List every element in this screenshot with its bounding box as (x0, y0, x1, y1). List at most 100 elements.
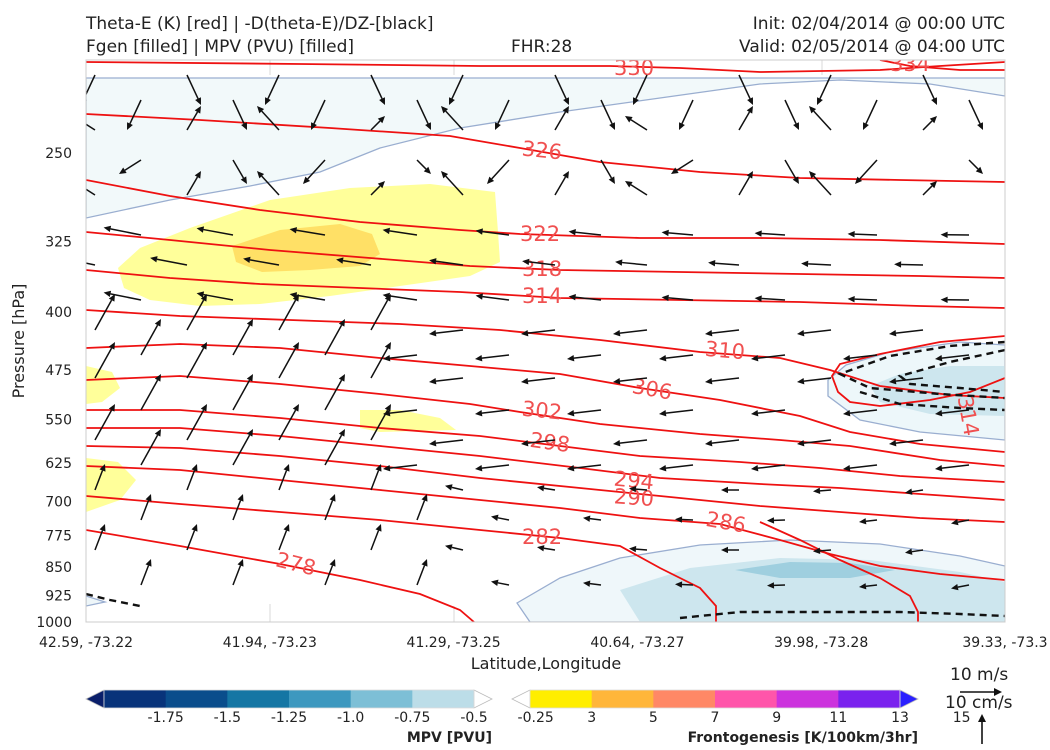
wind-vector-head (675, 516, 683, 523)
contour-label: 326 (521, 136, 563, 164)
fgen-colorbar: 3 5 7 9 11 13 15 (511, 689, 971, 726)
wind-vector-head (241, 122, 247, 130)
contour-label: 282 (522, 525, 562, 549)
wind-vector-head (119, 167, 127, 174)
wind-vectors (73, 74, 983, 591)
y-axis-ticks: 250 325 400 475 550 625 700 775 850 925 1000 (36, 146, 72, 631)
wind-vector-head (889, 330, 897, 337)
wind-vector (922, 74, 935, 99)
x-tick-label: 42.59, -73.22 (39, 635, 133, 651)
x-tick-label: 41.94, -73.23 (223, 635, 317, 651)
wind-vector-head (336, 257, 344, 264)
wind-vector-head (289, 292, 298, 299)
vector-key-vertical-label: 10 cm/s (945, 693, 1013, 713)
wind-vector-head (99, 464, 106, 472)
wind-vector-head (145, 559, 152, 567)
y-tick-label: 400 (45, 305, 72, 321)
wind-vector (416, 159, 427, 170)
wind-vector (665, 409, 694, 414)
wind-vector (186, 111, 199, 131)
wind-vector (715, 262, 740, 266)
wind-vector (711, 377, 740, 382)
wind-vector-head (311, 122, 317, 130)
wind-vector-head (859, 583, 867, 590)
wind-vector-head (751, 355, 759, 362)
wind-vector-head (103, 290, 112, 297)
wind-vector (481, 464, 510, 469)
wind-vector-head (200, 404, 207, 412)
vector-key: 10 m/s 10 cm/s (945, 665, 1013, 744)
wind-vector (267, 74, 280, 99)
wind-vector-head (103, 225, 112, 232)
contour-label: 310 (704, 337, 746, 364)
grid-lines (269, 60, 823, 622)
y-tick-label: 850 (45, 560, 72, 576)
wind-vector-head (475, 410, 483, 417)
wind-vector (941, 409, 970, 414)
wind-vector (435, 439, 464, 444)
wind-vector (554, 111, 567, 131)
wind-vector-head (491, 579, 499, 586)
wind-vector (249, 259, 280, 266)
wind-vector (968, 159, 979, 170)
y-tick-label: 700 (45, 494, 72, 510)
wind-vector-head (429, 440, 437, 447)
wind-vector (635, 488, 648, 491)
wind-vector-head (659, 355, 667, 362)
wind-vector-head (375, 464, 382, 472)
wind-vector-head (73, 181, 81, 187)
wind-vector-head (929, 181, 937, 189)
wind-vector (389, 295, 418, 301)
colorbar-segment (289, 690, 352, 708)
wind-vector-head (567, 465, 575, 472)
colorbar-outline (529, 689, 901, 709)
wind-vector-head (661, 229, 669, 237)
wind-vector (854, 298, 878, 301)
dashed-contour-bottom (679, 610, 1005, 620)
wind-vector (784, 159, 797, 179)
wind-vector (445, 110, 464, 131)
contour-310 (86, 309, 1005, 399)
wind-vector-head (196, 226, 205, 233)
wind-vector (370, 74, 383, 99)
wind-vector (621, 261, 648, 266)
wind-vector-head (629, 485, 637, 493)
wind-vector (86, 188, 96, 196)
wind-vector (849, 409, 878, 414)
wind-vector (635, 548, 648, 551)
wind-vector (94, 470, 104, 491)
wind-vector-head (843, 355, 851, 362)
wind-vector (543, 487, 556, 491)
wind-vector (156, 258, 188, 266)
wind-vector-head (445, 484, 453, 491)
wind-vector (957, 519, 970, 523)
wind-vector (140, 565, 150, 586)
wind-vector (630, 119, 648, 131)
wind-vector-head (292, 404, 299, 412)
wind-vector (865, 99, 878, 124)
colorbar-segment (227, 690, 290, 708)
wind-vector (600, 99, 613, 124)
wind-vector-head (487, 176, 495, 184)
wind-vector-head (257, 171, 265, 179)
dashed-contour-right-1 (836, 340, 1005, 400)
wind-vector-head (99, 524, 106, 532)
wind-vector-head (568, 294, 576, 301)
wind-vector (324, 565, 334, 586)
wind-vector (738, 74, 751, 99)
x-axis-ticks: 42.59, -73.22 41.94, -73.23 41.29, -73.25 4… (39, 635, 1048, 651)
wind-vector-head (746, 171, 753, 179)
wind-vector-head (384, 294, 391, 302)
wind-vector-head (240, 176, 247, 184)
wind-vector-head (191, 464, 198, 472)
wind-vector (895, 377, 924, 382)
wind-vector-head (475, 355, 483, 362)
wind-vector-head (754, 295, 762, 302)
wind-vector (296, 229, 326, 236)
wind-vector (527, 329, 556, 334)
contour-326 (86, 113, 1005, 183)
wind-vector (619, 329, 648, 334)
wind-vector-head (338, 374, 345, 382)
wind-vector (370, 530, 380, 551)
wind-vector-head (292, 342, 299, 350)
